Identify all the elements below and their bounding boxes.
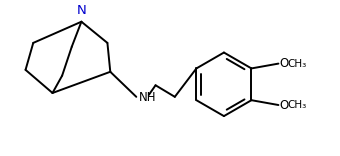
Text: N: N: [76, 4, 86, 17]
Text: CH₃: CH₃: [287, 59, 306, 69]
Text: NH: NH: [139, 91, 157, 104]
Text: CH₃: CH₃: [287, 100, 306, 110]
Text: O: O: [279, 57, 289, 70]
Text: O: O: [279, 99, 289, 112]
